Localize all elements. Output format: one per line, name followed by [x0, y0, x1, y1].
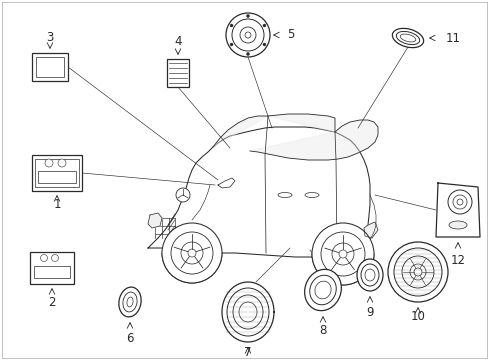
- Ellipse shape: [448, 221, 466, 229]
- Circle shape: [244, 32, 250, 38]
- Text: 11: 11: [445, 31, 460, 45]
- Circle shape: [452, 195, 466, 209]
- Circle shape: [246, 14, 249, 18]
- Circle shape: [320, 232, 364, 276]
- Text: 12: 12: [449, 254, 465, 267]
- Polygon shape: [249, 120, 377, 160]
- Circle shape: [413, 268, 421, 276]
- Text: 7: 7: [244, 346, 251, 359]
- Bar: [32, 53, 68, 81]
- Text: 3: 3: [46, 31, 54, 44]
- Text: 1: 1: [53, 198, 61, 211]
- Text: 10: 10: [410, 310, 425, 323]
- Polygon shape: [148, 127, 369, 257]
- Ellipse shape: [122, 292, 137, 312]
- Circle shape: [231, 19, 264, 51]
- Ellipse shape: [395, 31, 419, 45]
- Circle shape: [311, 223, 373, 285]
- Circle shape: [51, 255, 59, 261]
- Circle shape: [401, 256, 433, 288]
- Circle shape: [246, 53, 249, 55]
- Circle shape: [331, 243, 353, 265]
- Bar: [30, 252, 74, 284]
- Circle shape: [387, 242, 447, 302]
- Ellipse shape: [226, 288, 268, 336]
- Circle shape: [263, 24, 265, 27]
- Ellipse shape: [119, 287, 141, 317]
- Circle shape: [181, 242, 203, 264]
- Bar: [35, 159, 79, 187]
- Circle shape: [447, 190, 471, 214]
- Bar: [34, 266, 70, 278]
- Circle shape: [171, 232, 213, 274]
- Polygon shape: [435, 183, 479, 237]
- Ellipse shape: [304, 269, 341, 311]
- Ellipse shape: [127, 297, 133, 307]
- Circle shape: [456, 199, 462, 205]
- Ellipse shape: [239, 302, 257, 322]
- Circle shape: [225, 13, 269, 57]
- Circle shape: [338, 250, 346, 258]
- Bar: [167, 59, 189, 87]
- Ellipse shape: [278, 193, 291, 198]
- Text: 6: 6: [126, 332, 134, 345]
- Bar: [38, 171, 76, 183]
- Ellipse shape: [305, 193, 318, 198]
- Text: 4: 4: [174, 35, 182, 48]
- Circle shape: [393, 248, 441, 296]
- Circle shape: [263, 43, 265, 46]
- Circle shape: [409, 264, 425, 280]
- Polygon shape: [148, 213, 162, 228]
- Circle shape: [229, 43, 233, 46]
- Circle shape: [162, 223, 222, 283]
- Polygon shape: [213, 114, 334, 147]
- Circle shape: [229, 24, 233, 27]
- Text: 5: 5: [286, 28, 294, 41]
- Ellipse shape: [309, 275, 336, 305]
- Circle shape: [41, 255, 47, 261]
- Bar: [36, 57, 64, 77]
- Circle shape: [176, 188, 190, 202]
- Polygon shape: [222, 282, 273, 342]
- Ellipse shape: [399, 34, 415, 42]
- Ellipse shape: [356, 259, 382, 291]
- Polygon shape: [218, 178, 235, 188]
- Polygon shape: [363, 222, 377, 238]
- Ellipse shape: [391, 28, 423, 48]
- Circle shape: [240, 27, 256, 43]
- Circle shape: [45, 159, 53, 167]
- Ellipse shape: [232, 295, 263, 329]
- Text: 8: 8: [319, 324, 326, 337]
- Text: 9: 9: [366, 306, 373, 319]
- Bar: [32, 155, 82, 191]
- Ellipse shape: [314, 281, 330, 299]
- Circle shape: [58, 159, 66, 167]
- Circle shape: [187, 249, 196, 257]
- Ellipse shape: [360, 264, 378, 286]
- Text: 2: 2: [48, 296, 56, 309]
- Ellipse shape: [364, 269, 374, 281]
